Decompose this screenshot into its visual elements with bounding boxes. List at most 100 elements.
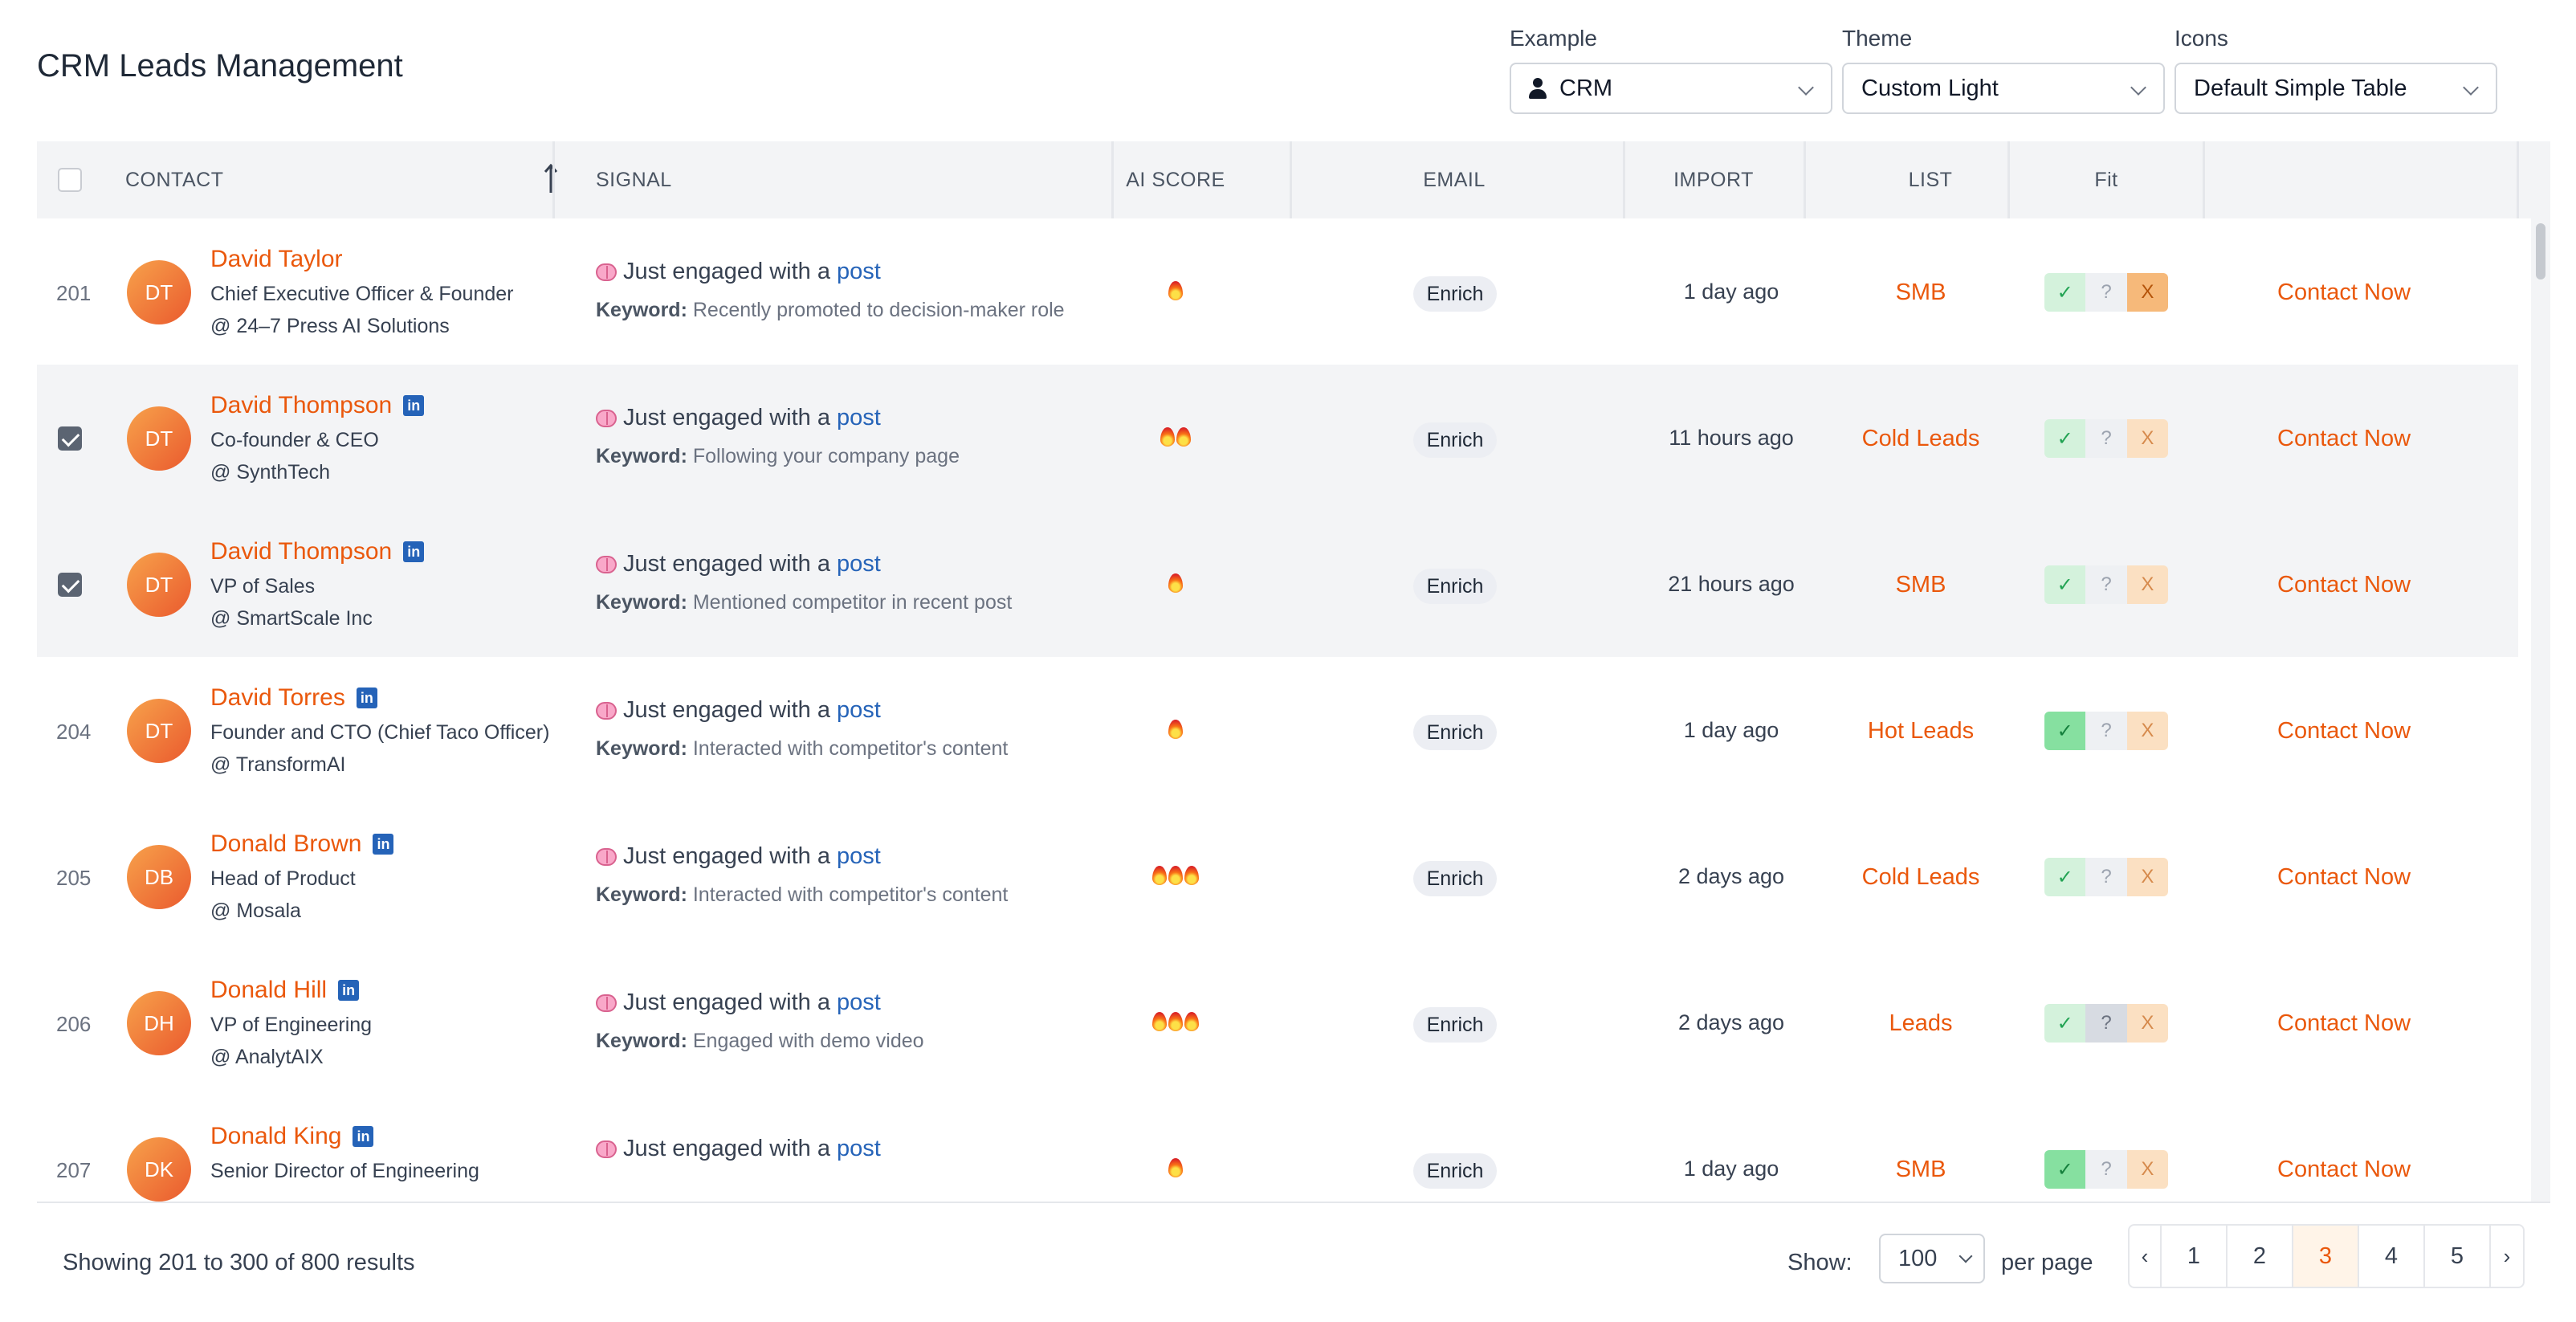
- column-list[interactable]: LIST: [1908, 168, 1953, 191]
- contact-name[interactable]: Donald King: [210, 1123, 342, 1149]
- fit-maybe-button[interactable]: ?: [2085, 565, 2127, 604]
- fit-yes-button[interactable]: ✓: [2044, 1150, 2086, 1189]
- post-link[interactable]: post: [836, 551, 881, 577]
- page-button-1[interactable]: 1: [2162, 1226, 2228, 1287]
- list-name[interactable]: SMB: [1895, 1157, 1946, 1182]
- contact-now-button[interactable]: Contact Now: [2277, 1010, 2411, 1036]
- page-button-4[interactable]: 4: [2359, 1226, 2425, 1287]
- fit-yes-button[interactable]: ✓: [2044, 273, 2086, 312]
- contact-name[interactable]: David Torres: [210, 684, 345, 711]
- list-name[interactable]: Cold Leads: [1861, 864, 1980, 890]
- fit-maybe-button[interactable]: ?: [2085, 1004, 2127, 1043]
- enrich-button[interactable]: Enrich: [1413, 569, 1497, 604]
- fit-yes-button[interactable]: ✓: [2044, 712, 2086, 750]
- enrich-button[interactable]: Enrich: [1413, 1007, 1497, 1043]
- post-link[interactable]: post: [836, 697, 881, 723]
- contact-name[interactable]: David Thompson: [210, 392, 393, 418]
- contact-now-button[interactable]: Contact Now: [2277, 572, 2411, 598]
- scrollbar-thumb[interactable]: [2536, 223, 2545, 279]
- keyword-value: Interacted with competitor's content: [692, 737, 1009, 760]
- list-name[interactable]: Leads: [1889, 1010, 1953, 1036]
- linkedin-icon[interactable]: in: [338, 980, 360, 1001]
- table-row[interactable]: 205 DB Donald Brown in Head of Product @ Mosa…: [37, 803, 2518, 953]
- contact-name[interactable]: David Taylor: [210, 246, 343, 272]
- fit-yes-button[interactable]: ✓: [2044, 1004, 2086, 1043]
- fit-yes-button[interactable]: ✓: [2044, 419, 2086, 458]
- column-fit[interactable]: Fit: [2094, 168, 2118, 191]
- list-name[interactable]: SMB: [1895, 572, 1946, 598]
- table-row[interactable]: DT David Thompson in VP of Sales @ SmartScal…: [37, 511, 2518, 660]
- enrich-button[interactable]: Enrich: [1413, 422, 1497, 458]
- theme-dropdown[interactable]: Custom Light: [1842, 63, 2165, 114]
- page-button-5[interactable]: 5: [2425, 1226, 2491, 1287]
- page-button-2[interactable]: 2: [2228, 1226, 2293, 1287]
- linkedin-icon[interactable]: in: [373, 834, 394, 855]
- icons-dropdown[interactable]: Default Simple Table: [2175, 63, 2497, 114]
- page-button-3[interactable]: 3: [2293, 1226, 2359, 1287]
- fit-maybe-button[interactable]: ?: [2085, 273, 2127, 312]
- next-page-button[interactable]: ›: [2503, 1243, 2511, 1268]
- ai-score: [1111, 866, 1240, 891]
- fit-maybe-button[interactable]: ?: [2085, 712, 2127, 750]
- column-email[interactable]: EMAIL: [1423, 168, 1486, 191]
- per-page-select[interactable]: 100: [1879, 1234, 1985, 1283]
- vertical-scrollbar[interactable]: [2531, 218, 2550, 1202]
- column-ai-score[interactable]: AI SCORE: [1126, 168, 1225, 191]
- fit-maybe-button[interactable]: ?: [2085, 1150, 2127, 1189]
- fit-no-button[interactable]: X: [2126, 858, 2168, 896]
- row-checkbox[interactable]: [58, 573, 82, 597]
- fit-yes-button[interactable]: ✓: [2044, 565, 2086, 604]
- contact-name[interactable]: Donald Hill: [210, 977, 328, 1003]
- post-link[interactable]: post: [836, 989, 881, 1015]
- table-row[interactable]: 206 DH Donald Hill in VP of Engineering @ Ana…: [37, 949, 2518, 1099]
- example-dropdown[interactable]: CRM: [1510, 63, 1832, 114]
- enrich-button[interactable]: Enrich: [1413, 276, 1497, 312]
- column-import[interactable]: IMPORT: [1673, 168, 1754, 191]
- fit-no-button[interactable]: X: [2126, 273, 2168, 312]
- enrich-button[interactable]: Enrich: [1413, 1153, 1497, 1189]
- table-row[interactable]: 201 DT David Taylor Chief Executive Officer…: [37, 218, 2518, 368]
- post-link[interactable]: post: [836, 405, 881, 430]
- fit-no-button[interactable]: X: [2126, 1150, 2168, 1189]
- enrich-button[interactable]: Enrich: [1413, 861, 1497, 896]
- brain-icon: [596, 994, 617, 1012]
- linkedin-icon[interactable]: in: [353, 1126, 374, 1147]
- contact-now-button[interactable]: Contact Now: [2277, 426, 2411, 451]
- linkedin-icon[interactable]: in: [403, 541, 425, 562]
- prev-page-button[interactable]: ‹: [2130, 1226, 2162, 1287]
- post-link[interactable]: post: [836, 259, 881, 284]
- linkedin-icon[interactable]: in: [403, 395, 425, 416]
- contact-name[interactable]: David Thompson: [210, 538, 393, 565]
- contact-name-line: David Thompson in: [210, 392, 425, 419]
- column-contact[interactable]: CONTACT: [125, 141, 575, 218]
- fit-toggle: ✓? X: [2044, 419, 2168, 458]
- enrich-button[interactable]: Enrich: [1413, 715, 1497, 750]
- fit-no-button[interactable]: X: [2126, 419, 2168, 458]
- contact-now-button[interactable]: Contact Now: [2277, 864, 2411, 890]
- list-name[interactable]: Hot Leads: [1867, 718, 1975, 744]
- contact-now-button[interactable]: Contact Now: [2277, 279, 2411, 305]
- post-link[interactable]: post: [836, 843, 881, 869]
- table-row[interactable]: 207 DK Donald King in Senior Director of Eng…: [37, 1096, 2518, 1202]
- row-checkbox[interactable]: [58, 426, 82, 451]
- fit-maybe-button[interactable]: ?: [2085, 419, 2127, 458]
- select-all-checkbox[interactable]: [58, 168, 82, 192]
- sort-arrow-up-icon[interactable]: [543, 164, 559, 194]
- table-row[interactable]: 204 DT David Torres in Founder and CTO (Chie…: [37, 657, 2518, 806]
- contact-name[interactable]: Donald Brown: [210, 830, 362, 857]
- contact-now-button[interactable]: Contact Now: [2277, 718, 2411, 744]
- fit-no-button[interactable]: X: [2126, 712, 2168, 750]
- per-page-value: 100: [1898, 1245, 1938, 1271]
- fit-no-button[interactable]: X: [2126, 565, 2168, 604]
- post-link[interactable]: post: [836, 1136, 881, 1161]
- fit-no-button[interactable]: X: [2126, 1004, 2168, 1043]
- contact-role: Senior Director of Engineering: [210, 1160, 479, 1182]
- list-name[interactable]: Cold Leads: [1861, 426, 1980, 451]
- column-signal[interactable]: SIGNAL: [596, 168, 672, 191]
- list-name[interactable]: SMB: [1895, 279, 1946, 305]
- table-row[interactable]: DT David Thompson in Co-founder & CEO @ Synt…: [37, 365, 2518, 514]
- fit-yes-button[interactable]: ✓: [2044, 858, 2086, 896]
- fit-maybe-button[interactable]: ?: [2085, 858, 2127, 896]
- linkedin-icon[interactable]: in: [356, 688, 377, 708]
- contact-now-button[interactable]: Contact Now: [2277, 1157, 2411, 1182]
